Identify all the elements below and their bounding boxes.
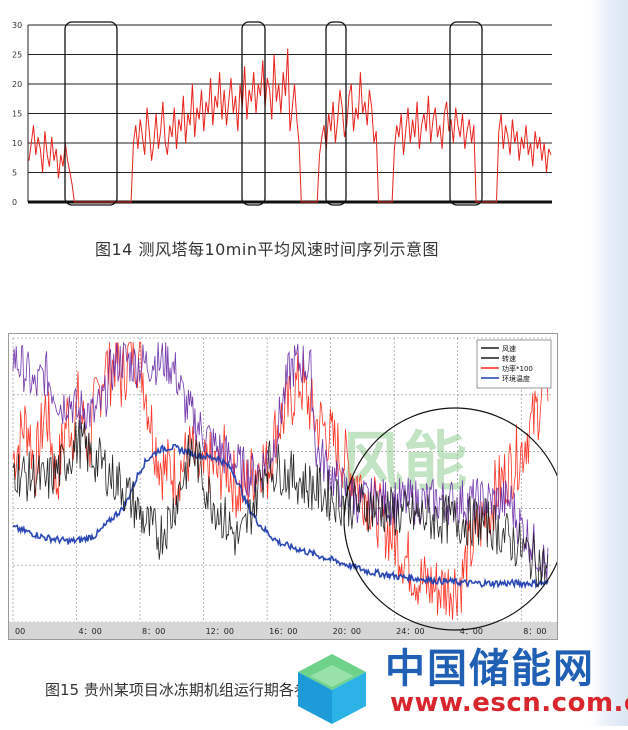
highlight-box bbox=[64, 21, 118, 206]
icing-period-circle bbox=[343, 407, 557, 631]
y-tick-label: 25 bbox=[12, 51, 22, 60]
legend-label: 风速 bbox=[502, 345, 516, 353]
y-tick-label: 0 bbox=[12, 198, 17, 207]
series-line bbox=[12, 341, 549, 582]
highlight-box bbox=[325, 21, 347, 206]
wind-speed-series bbox=[28, 48, 552, 203]
figure15-caption: 图15 贵州某项目冰冻期机组运行期各参数 bbox=[45, 681, 324, 699]
figure14-caption: 图14 测风塔每10min平均风速时间序列示意图 bbox=[95, 240, 439, 259]
y-tick-label: 10 bbox=[12, 139, 22, 148]
y-tick-label: 5 bbox=[12, 169, 17, 178]
x-tick-label: 12：00 bbox=[206, 627, 234, 636]
highlight-box bbox=[241, 21, 266, 206]
series-line bbox=[12, 444, 549, 590]
turbine-params-chart-panel: 风能 00 4：00 8：00 12：00 16：00 20：00 24：00 4：00 8：00… bbox=[8, 333, 558, 640]
x-tick-label: 8：00 bbox=[142, 627, 165, 636]
y-tick-label: 15 bbox=[12, 110, 22, 119]
escn-logo: 中国储能网 www.escn.com.cn bbox=[290, 634, 628, 726]
x-tick-label: 16：00 bbox=[269, 627, 297, 636]
x-tick-label: 8：00 bbox=[523, 627, 546, 636]
cube-logo-icon bbox=[298, 654, 366, 724]
wind-speed-chart: 30 25 20 15 10 5 0 bbox=[12, 21, 552, 207]
highlight-box bbox=[449, 21, 483, 206]
logo-url-text: www.escn.com.cn bbox=[390, 688, 628, 718]
x-tick-label: 00 bbox=[15, 627, 25, 636]
x-tick-label: 4：00 bbox=[79, 627, 102, 636]
series-line bbox=[12, 419, 549, 588]
x-tick-label: 4：00 bbox=[460, 627, 483, 636]
legend-label: 转速 bbox=[502, 354, 516, 363]
y-tick-label: 20 bbox=[12, 80, 22, 89]
x-tick-label: 20：00 bbox=[333, 627, 361, 636]
page-edge-gradient bbox=[590, 0, 628, 726]
x-axis-band bbox=[9, 622, 557, 639]
legend-label: 功率*100 bbox=[502, 364, 533, 373]
x-tick-label: 24：00 bbox=[396, 627, 424, 636]
legend-label: 环境温度 bbox=[502, 374, 530, 383]
logo-chinese-text: 中国储能网 bbox=[385, 646, 595, 692]
y-tick-label: 30 bbox=[12, 21, 22, 30]
